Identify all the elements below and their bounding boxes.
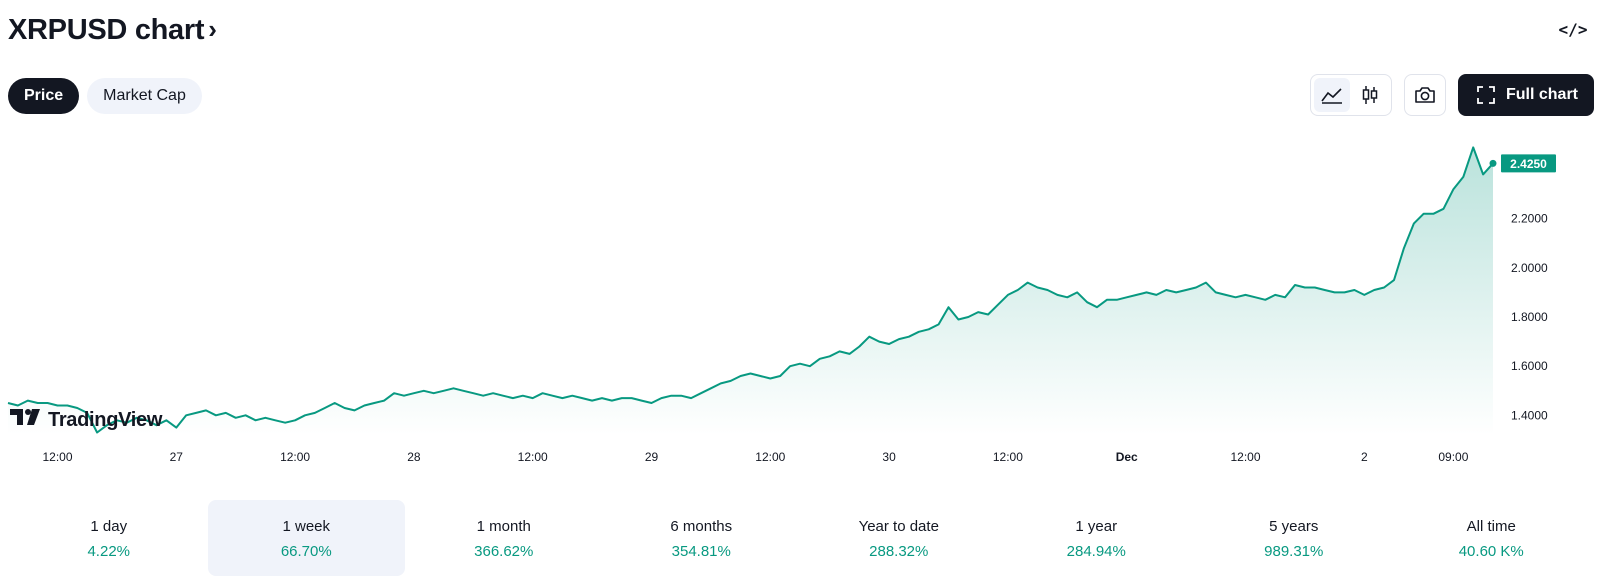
chart-header: XRPUSD chart › bbox=[8, 10, 217, 50]
period-value: 989.31% bbox=[1264, 543, 1324, 560]
tradingview-logo-icon bbox=[10, 408, 42, 432]
price-area-fill bbox=[8, 147, 1493, 435]
period-value: 366.62% bbox=[474, 543, 534, 560]
period-value: 288.32% bbox=[869, 543, 929, 560]
tab-market-cap[interactable]: Market Cap bbox=[87, 78, 202, 114]
tab-price[interactable]: Price bbox=[8, 78, 80, 114]
period-label: Year to date bbox=[858, 518, 939, 535]
period-value: 66.70% bbox=[280, 543, 332, 560]
x-tick-label: 30 bbox=[882, 450, 896, 464]
y-tick-label: 2.2000 bbox=[1511, 212, 1548, 226]
period-label: 1 day bbox=[90, 518, 128, 535]
x-tick-label: 12:00 bbox=[518, 450, 548, 464]
tradingview-watermark[interactable]: TradingView bbox=[10, 408, 162, 432]
x-tick-label: 12:00 bbox=[755, 450, 785, 464]
period-year-to-date[interactable]: Year to date 288.32% bbox=[800, 500, 998, 576]
x-tick-label: 28 bbox=[407, 450, 421, 464]
area-chart-icon[interactable] bbox=[1313, 78, 1350, 112]
y-tick-label: 1.8000 bbox=[1511, 310, 1548, 324]
chart-tabs: Price Market Cap bbox=[8, 78, 202, 114]
current-price-label: 2.4250 bbox=[1510, 157, 1547, 171]
period-value: 284.94% bbox=[1066, 543, 1126, 560]
period-value: 4.22% bbox=[87, 543, 131, 560]
full-chart-label: Full chart bbox=[1505, 86, 1578, 103]
chart-toolbar: Full chart bbox=[1309, 74, 1594, 116]
period-label: 1 year bbox=[1075, 518, 1118, 535]
x-tick-label: Dec bbox=[1116, 450, 1138, 464]
period-all-time[interactable]: All time 40.60 K% bbox=[1393, 500, 1591, 576]
x-tick-label: 12:00 bbox=[280, 450, 310, 464]
period-1-year[interactable]: 1 year 284.94% bbox=[998, 500, 1196, 576]
page-title[interactable]: XRPUSD chart bbox=[8, 13, 205, 46]
chart-style-switcher bbox=[1309, 74, 1392, 116]
current-price-badge bbox=[1501, 154, 1556, 173]
tradingview-wordmark: TradingView bbox=[48, 408, 163, 431]
chevron-right-icon[interactable]: › bbox=[208, 13, 217, 44]
period-label: 5 years bbox=[1269, 518, 1319, 535]
x-tick-label: 12:00 bbox=[993, 450, 1023, 464]
period-label: 1 month bbox=[476, 518, 531, 535]
camera-icon[interactable] bbox=[1403, 74, 1446, 116]
x-tick-label: 2 bbox=[1361, 450, 1368, 464]
x-tick-label: 12:00 bbox=[42, 450, 72, 464]
x-tick-label: 27 bbox=[170, 450, 184, 464]
period-1-week[interactable]: 1 week 66.70% bbox=[207, 500, 405, 576]
period-value: 354.81% bbox=[671, 543, 731, 560]
period-6-months[interactable]: 6 months 354.81% bbox=[603, 500, 801, 576]
last-price-dot bbox=[1489, 159, 1497, 167]
x-tick-label: 12:00 bbox=[1230, 450, 1260, 464]
candlestick-icon[interactable] bbox=[1352, 78, 1388, 112]
price-chart[interactable]: 1.4000 1.6000 1.8000 2.0000 2.2000 12:00 27 12… bbox=[0, 130, 1600, 475]
y-tick-label: 1.6000 bbox=[1511, 359, 1548, 373]
chart-svg[interactable]: 1.4000 1.6000 1.8000 2.0000 2.2000 12:00 27 12… bbox=[0, 130, 1600, 475]
fullscreen-icon bbox=[1477, 86, 1495, 104]
full-chart-button[interactable]: Full chart bbox=[1457, 74, 1594, 116]
period-label: 1 week bbox=[282, 518, 331, 535]
x-tick-label: 09:00 bbox=[1438, 450, 1468, 464]
x-tick-label: 29 bbox=[645, 450, 659, 464]
performance-periods: 1 day 4.22% 1 week 66.70% 1 month 366.62… bbox=[10, 500, 1590, 576]
y-tick-label: 2.0000 bbox=[1511, 261, 1548, 275]
period-1-month[interactable]: 1 month 366.62% bbox=[405, 500, 603, 576]
price-series-line[interactable] bbox=[7, 146, 1494, 434]
period-5-years[interactable]: 5 years 989.31% bbox=[1195, 500, 1393, 576]
period-1-day[interactable]: 1 day 4.22% bbox=[10, 500, 208, 576]
code-icon[interactable]: </> bbox=[1558, 19, 1588, 39]
period-label: All time bbox=[1466, 518, 1516, 535]
period-label: 6 months bbox=[670, 518, 733, 535]
period-value: 40.60 K% bbox=[1458, 543, 1524, 560]
y-tick-label: 1.4000 bbox=[1511, 408, 1548, 422]
